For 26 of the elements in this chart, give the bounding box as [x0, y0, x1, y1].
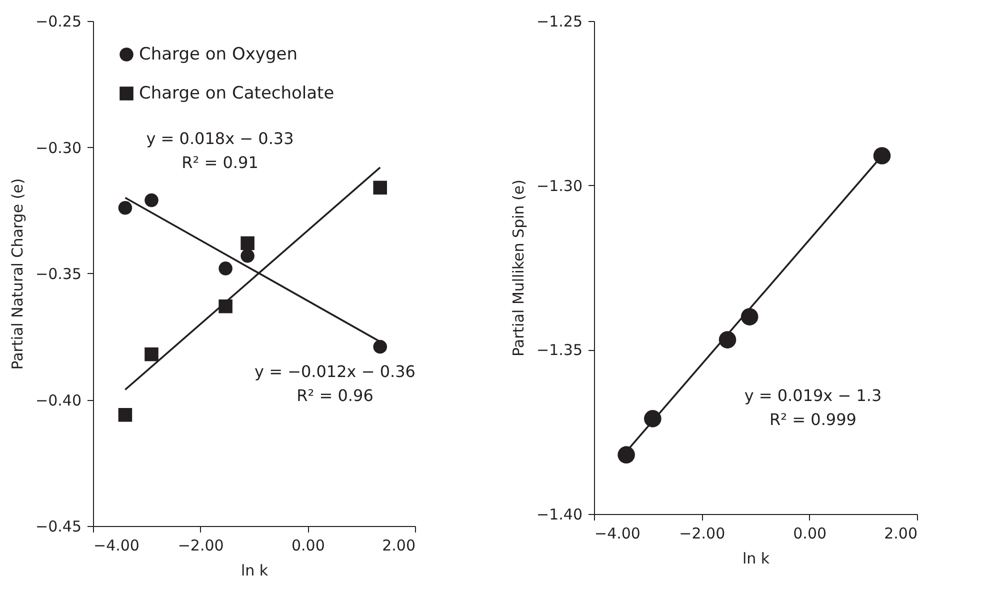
- y-axis-title: Partial Natural Charge (e): [8, 178, 27, 370]
- y-tick-label: −0.25: [36, 12, 82, 30]
- y-tick-label: −0.35: [36, 265, 82, 283]
- y-axis-title: Partial Mulliken Spin (e): [510, 180, 528, 356]
- y-tick-label: −1.25: [536, 12, 582, 30]
- annotation: y = 0.019x − 1.3 R² = 0.999: [744, 386, 882, 429]
- x-tick-label: −4.00: [594, 524, 640, 542]
- y-tick-label: −1.35: [536, 341, 582, 360]
- legend-label: Charge on Catecholate: [139, 84, 334, 104]
- x-tick-label: 2.00: [382, 536, 416, 554]
- y-tick-label: −0.30: [36, 138, 82, 157]
- x-tick-label: 0.00: [793, 524, 827, 542]
- x-tick-label: 0.00: [291, 536, 325, 554]
- x-tick-label: −2.00: [178, 536, 224, 554]
- annotation: y = 0.018x − 0.33 R² = 0.91: [146, 129, 294, 172]
- y-tick-label: −0.40: [36, 391, 82, 410]
- annotation: y = −0.012x − 0.36 R² = 0.96: [254, 362, 416, 405]
- x-axis-title: ln k: [742, 550, 770, 568]
- x-tick-label: −2.00: [679, 524, 726, 542]
- legend-label: Charge on Oxygen: [139, 44, 298, 64]
- x-tick-label: −4.00: [94, 536, 140, 554]
- y-tick-label: −1.40: [536, 506, 582, 524]
- x-tick-label: 2.00: [884, 524, 918, 542]
- y-tick-label: −1.30: [536, 176, 582, 195]
- x-axis-title: ln k: [240, 562, 268, 580]
- y-tick-label: −0.45: [36, 518, 82, 536]
